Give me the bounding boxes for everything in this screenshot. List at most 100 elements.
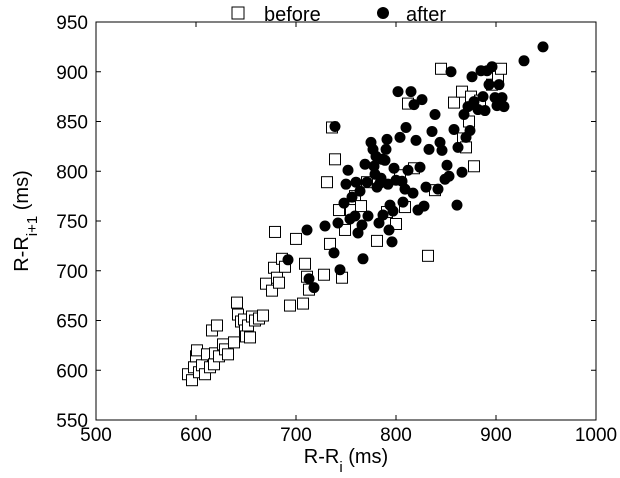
- y-tick-label: 700: [56, 262, 88, 283]
- data-point-after: [452, 141, 464, 153]
- y-tick-label: 550: [56, 411, 88, 432]
- data-point-after: [405, 86, 417, 98]
- y-tick-labels: 550 600 650 700 750 800 850 900 950: [56, 13, 88, 432]
- data-point-after: [496, 92, 508, 104]
- y-axis-label-unit: (ms): [11, 170, 33, 216]
- data-point-before: [297, 297, 309, 310]
- data-point-after: [445, 66, 457, 78]
- x-axis-label-unit: (ms): [343, 446, 389, 468]
- data-point-after: [441, 159, 453, 171]
- data-point-after: [282, 254, 294, 266]
- data-point-after: [303, 273, 315, 285]
- data-point-after: [493, 79, 505, 91]
- data-point-after: [362, 210, 374, 222]
- data-point-after: [456, 166, 468, 178]
- data-point-after: [408, 99, 420, 111]
- y-tick-label: 600: [56, 361, 88, 382]
- data-point-after: [319, 220, 331, 232]
- data-point-before: [284, 299, 296, 312]
- data-point-after: [518, 55, 530, 67]
- y-axis-label: R-Ri+1 (ms): [11, 170, 41, 272]
- data-point-after: [400, 121, 412, 133]
- data-point-before: [186, 374, 198, 387]
- x-tick-labels: 500 600 700 800 900 1000: [80, 425, 617, 446]
- data-point-after: [379, 154, 391, 166]
- data-point-after: [357, 253, 369, 265]
- data-point-before: [355, 200, 367, 213]
- data-point-after: [486, 61, 498, 73]
- x-tick-label: 1000: [575, 425, 617, 446]
- legend-marker-before: [231, 6, 245, 20]
- data-point-after: [349, 210, 361, 222]
- data-point-after: [448, 123, 460, 135]
- data-point-after: [432, 183, 444, 195]
- x-tick-label: 500: [80, 425, 112, 446]
- data-point-after: [350, 176, 362, 188]
- data-point-before: [329, 153, 341, 166]
- data-point-after: [483, 79, 495, 91]
- data-point-after: [354, 185, 366, 197]
- legend-label-after: after: [406, 4, 446, 26]
- data-point-after: [392, 86, 404, 98]
- data-point-after: [420, 181, 432, 193]
- x-tick-label: 600: [180, 425, 212, 446]
- data-point-after: [537, 41, 549, 53]
- data-point-before: [290, 232, 302, 245]
- data-point-after: [334, 264, 346, 276]
- data-point-before: [244, 331, 256, 344]
- data-point-after: [479, 105, 491, 117]
- y-axis-label-base: R-R: [11, 236, 33, 272]
- y-tick-label: 750: [56, 212, 88, 233]
- data-point-before: [273, 276, 285, 289]
- data-point-after: [328, 247, 340, 259]
- data-point-before: [191, 344, 203, 357]
- data-point-after: [429, 109, 441, 121]
- data-point-after: [410, 134, 422, 146]
- data-point-after: [332, 217, 344, 229]
- legend: before after: [231, 4, 446, 26]
- data-point-after: [443, 170, 455, 182]
- data-point-after: [426, 125, 438, 137]
- data-point-before: [339, 223, 351, 236]
- data-point-after: [402, 164, 414, 176]
- data-point-after: [356, 219, 368, 231]
- data-point-before: [299, 257, 311, 270]
- data-point-before: [257, 309, 269, 322]
- data-point-after: [381, 133, 393, 145]
- data-point-after: [394, 131, 406, 143]
- data-point-after: [308, 282, 320, 294]
- x-axis-label: R-Ri (ms): [304, 446, 388, 476]
- data-point-after: [397, 196, 409, 208]
- data-point-before: [390, 217, 402, 230]
- axis-ticks: [95, 21, 597, 421]
- data-point-before: [228, 336, 240, 349]
- data-point-after: [451, 199, 463, 211]
- y-tick-label: 800: [56, 162, 88, 183]
- data-point-after: [477, 91, 489, 103]
- data-point-after: [418, 200, 430, 212]
- data-point-after: [387, 205, 399, 217]
- data-point-after: [407, 187, 419, 199]
- x-axis-label-sub: i: [339, 459, 342, 476]
- x-tick-label: 700: [280, 425, 312, 446]
- data-point-after: [338, 197, 350, 209]
- data-point-before: [371, 234, 383, 247]
- data-point-after: [388, 162, 400, 174]
- data-point-after: [380, 143, 392, 155]
- data-point-after: [436, 144, 448, 156]
- data-point-before: [448, 96, 460, 109]
- data-point-after: [386, 236, 398, 248]
- data-point-after: [359, 158, 371, 170]
- data-point-before: [468, 160, 480, 173]
- x-axis-label-base: R-R: [304, 446, 340, 468]
- y-tick-label: 900: [56, 63, 88, 84]
- data-point-before: [435, 62, 447, 75]
- y-axis-label-sub: i+1: [24, 216, 41, 236]
- data-point-before: [318, 268, 330, 281]
- data-point-after: [361, 176, 373, 188]
- data-point-before: [422, 249, 434, 262]
- x-tick-label: 900: [480, 425, 512, 446]
- data-point-after: [342, 164, 354, 176]
- data-point-after: [466, 71, 478, 83]
